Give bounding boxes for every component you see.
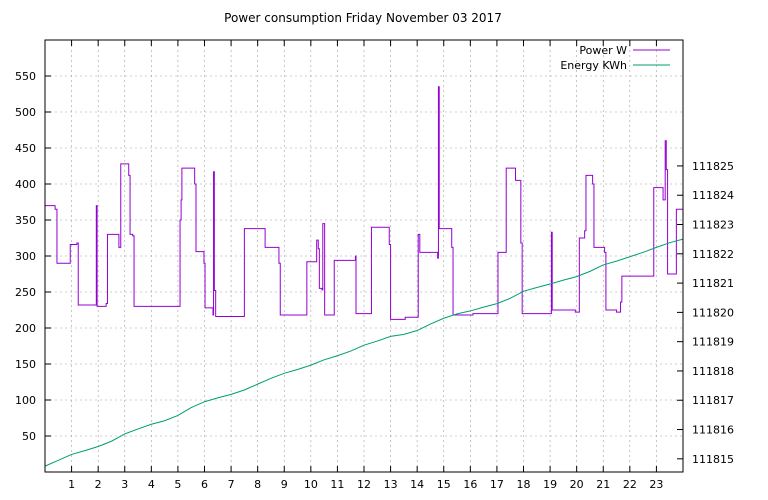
y2-tick-label: 111819 [692,336,734,349]
axis-ticks: 1 2 3 4 5 6 7 8 9 10 11 12 13 14 15 16 17 18 19 20 21 22 23501… [15,40,734,491]
x-tick-label: 18 [517,478,531,491]
x-tick-label: 14 [410,478,424,491]
x-tick-label: 7 [228,478,235,491]
y2-tick-label: 111822 [692,248,734,261]
x-tick-label: 19 [543,478,557,491]
legend-label-energy: Energy KWh [560,59,627,72]
y-tick-label: 400 [15,178,36,191]
y2-tick-label: 111816 [692,424,734,437]
y-tick-label: 500 [15,106,36,119]
x-tick-label: 5 [174,478,181,491]
y-tick-label: 550 [15,70,36,83]
x-tick-label: 4 [148,478,155,491]
y2-tick-label: 111821 [692,277,734,290]
y2-tick-label: 111820 [692,306,734,319]
y-tick-label: 100 [15,394,36,407]
legend: Power W Energy KWh [560,44,670,72]
series-line-power [45,86,683,320]
x-tick-label: 12 [357,478,371,491]
y-tick-label: 450 [15,142,36,155]
y-tick-label: 200 [15,322,36,335]
x-tick-label: 23 [649,478,663,491]
x-tick-label: 16 [463,478,477,491]
y2-tick-label: 111824 [692,189,734,202]
legend-label-power: Power W [579,44,627,57]
x-tick-label: 1 [68,478,75,491]
y2-tick-label: 111817 [692,394,734,407]
x-tick-label: 11 [330,478,344,491]
x-tick-label: 20 [570,478,584,491]
y-tick-label: 350 [15,214,36,227]
x-tick-label: 22 [623,478,637,491]
x-tick-label: 2 [95,478,102,491]
y-tick-label: 150 [15,358,36,371]
x-tick-label: 8 [254,478,261,491]
y2-tick-label: 111815 [692,453,734,466]
y2-tick-label: 111818 [692,365,734,378]
plot-area [44,86,684,467]
chart-title: Power consumption Friday November 03 201… [224,11,502,25]
x-tick-label: 21 [596,478,610,491]
x-tick-label: 13 [384,478,398,491]
series-line-energy [44,238,684,467]
y-tick-label: 250 [15,286,36,299]
x-tick-label: 10 [304,478,318,491]
grid-lines [45,40,683,472]
y2-tick-label: 111825 [692,160,734,173]
x-tick-label: 3 [121,478,128,491]
x-tick-label: 17 [490,478,504,491]
x-tick-label: 6 [201,478,208,491]
x-tick-label: 9 [281,478,288,491]
x-tick-label: 15 [437,478,451,491]
y-tick-label: 300 [15,250,36,263]
y-tick-label: 50 [22,430,36,443]
y2-tick-label: 111823 [692,219,734,232]
